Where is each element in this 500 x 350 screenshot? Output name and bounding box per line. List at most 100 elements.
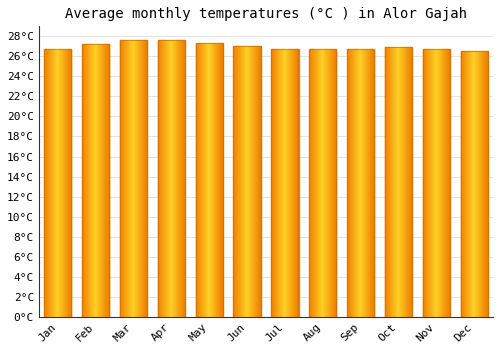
Bar	[163, 40, 164, 317]
Bar	[176, 40, 177, 317]
Bar	[487, 51, 488, 317]
Bar	[462, 51, 464, 317]
Bar	[401, 47, 402, 317]
Bar	[474, 51, 475, 317]
Bar	[475, 51, 476, 317]
Bar	[314, 49, 316, 317]
Bar	[61, 49, 62, 317]
Bar	[395, 47, 396, 317]
Bar	[422, 49, 450, 317]
Bar	[322, 49, 323, 317]
Bar	[213, 43, 214, 317]
Bar	[291, 49, 292, 317]
Bar	[443, 49, 444, 317]
Bar	[50, 49, 51, 317]
Bar	[288, 49, 289, 317]
Bar	[216, 43, 218, 317]
Bar	[202, 43, 203, 317]
Bar	[424, 49, 426, 317]
Bar	[402, 47, 404, 317]
Bar	[93, 44, 94, 317]
Bar	[292, 49, 293, 317]
Bar	[158, 40, 159, 317]
Bar	[468, 51, 469, 317]
Bar	[62, 49, 64, 317]
Bar	[410, 47, 411, 317]
Bar	[350, 49, 351, 317]
Bar	[392, 47, 393, 317]
Bar	[430, 49, 431, 317]
Bar	[356, 49, 357, 317]
Bar	[331, 49, 332, 317]
Bar	[445, 49, 446, 317]
Bar	[333, 49, 334, 317]
Bar	[144, 40, 145, 317]
Bar	[204, 43, 205, 317]
Bar	[440, 49, 441, 317]
Bar	[256, 46, 258, 317]
Bar	[196, 43, 223, 317]
Bar	[309, 49, 310, 317]
Bar	[278, 49, 279, 317]
Bar	[158, 40, 185, 317]
Bar	[447, 49, 448, 317]
Bar	[461, 51, 462, 317]
Bar	[107, 44, 108, 317]
Bar	[385, 47, 386, 317]
Bar	[124, 40, 126, 317]
Bar	[130, 40, 132, 317]
Bar	[355, 49, 356, 317]
Bar	[141, 40, 142, 317]
Bar	[470, 51, 472, 317]
Bar	[209, 43, 210, 317]
Bar	[410, 47, 412, 317]
Bar	[165, 40, 166, 317]
Bar	[311, 49, 312, 317]
Bar	[389, 47, 390, 317]
Bar	[295, 49, 296, 317]
Bar	[133, 40, 134, 317]
Bar	[274, 49, 276, 317]
Bar	[438, 49, 439, 317]
Bar	[206, 43, 207, 317]
Bar	[370, 49, 371, 317]
Bar	[328, 49, 329, 317]
Bar	[284, 49, 285, 317]
Bar	[428, 49, 429, 317]
Bar	[179, 40, 180, 317]
Bar	[388, 47, 389, 317]
Bar	[357, 49, 358, 317]
Bar	[84, 44, 86, 317]
Bar	[372, 49, 373, 317]
Bar	[220, 43, 222, 317]
Bar	[66, 49, 68, 317]
Bar	[102, 44, 103, 317]
Bar	[130, 40, 131, 317]
Bar	[293, 49, 294, 317]
Bar	[473, 51, 474, 317]
Bar	[63, 49, 64, 317]
Bar	[101, 44, 102, 317]
Bar	[442, 49, 443, 317]
Bar	[54, 49, 55, 317]
Bar	[347, 49, 348, 317]
Bar	[422, 49, 424, 317]
Bar	[280, 49, 281, 317]
Bar	[327, 49, 328, 317]
Bar	[164, 40, 165, 317]
Bar	[242, 46, 243, 317]
Bar	[334, 49, 335, 317]
Bar	[86, 44, 87, 317]
Bar	[161, 40, 162, 317]
Bar	[218, 43, 220, 317]
Bar	[64, 49, 66, 317]
Bar	[170, 40, 172, 317]
Bar	[477, 51, 478, 317]
Bar	[276, 49, 277, 317]
Bar	[351, 49, 352, 317]
Bar	[391, 47, 392, 317]
Bar	[429, 49, 430, 317]
Bar	[254, 46, 256, 317]
Bar	[97, 44, 98, 317]
Bar	[236, 46, 237, 317]
